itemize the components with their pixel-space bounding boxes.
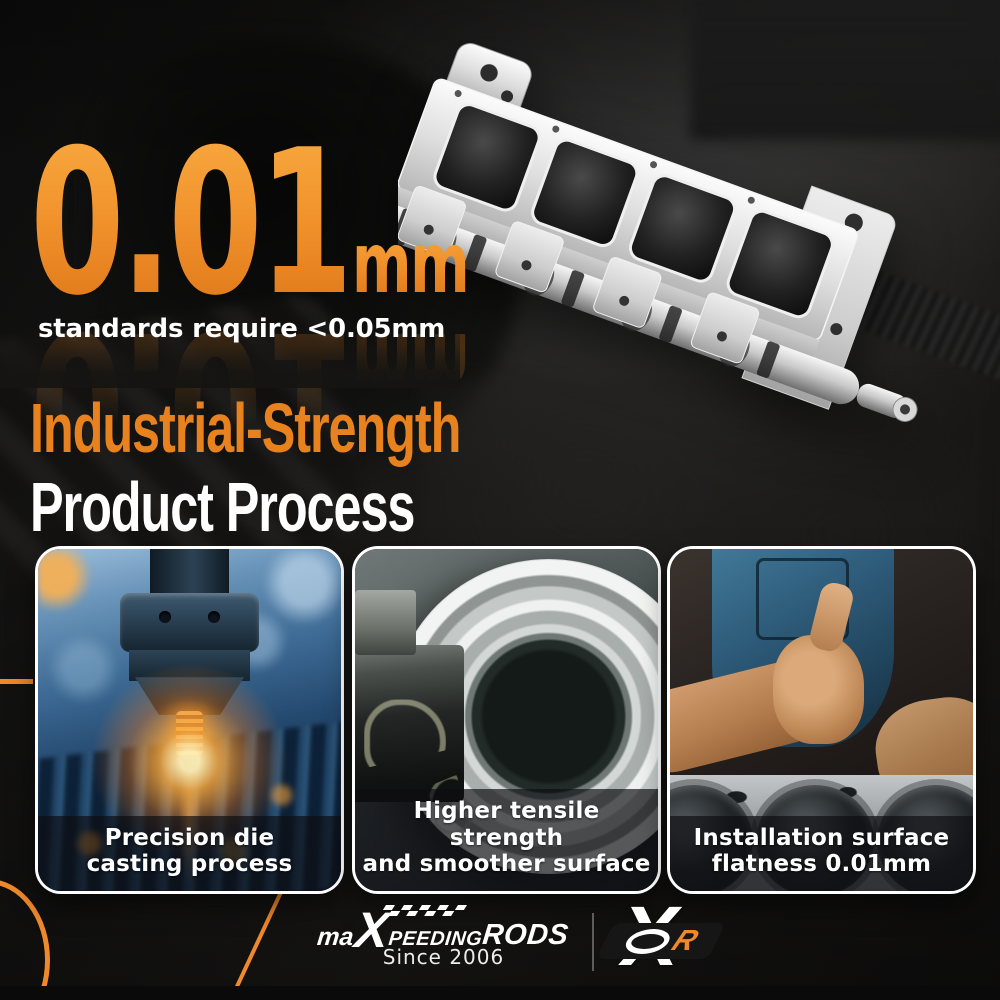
panel-caption: Higher tensile strength and smoother sur… [355,789,658,891]
hero-measurement: 0.01mm [30,124,470,324]
panel-surface-flatness: Installation surface flatness 0.01mm [667,546,976,894]
cylinder-head-product-image [398,42,918,422]
bottom-strip [0,986,1000,1000]
brand-emblem: X R [600,894,722,980]
panel-tensile-strength: Higher tensile strength and smoother sur… [352,546,661,894]
brand-tagline: Since 2006 [382,945,505,969]
metal-swarf [364,699,447,769]
headline: Industrial-Strength Product Process [30,389,461,546]
emblem-band: R [600,924,722,957]
bg-battery-shape [690,0,1000,140]
caption-line: casting process [86,850,293,877]
caption-line: flatness 0.01mm [711,850,932,877]
emblem-o-ring-icon [620,928,675,954]
panel-caption: Installation surface flatness 0.01mm [670,815,973,891]
caption-line: Higher tensile strength [413,798,600,851]
panel-caption: Precision die casting process [38,815,341,891]
caption-line: Precision die [104,824,275,851]
emblem-r-letter: R [666,924,704,957]
reflection-fade [0,318,460,388]
standards-subline: standards require <0.05mm [38,314,446,344]
caption-line: Installation surface [693,824,950,851]
footer-divider [592,913,594,971]
hero-unit: mm [351,214,470,312]
thumbs-up-fist [773,634,864,744]
headline-line1: Industrial-Strength [30,389,461,467]
panel-die-casting: Precision die casting process [35,546,344,894]
accent-line-left [0,679,33,684]
tool-block [355,590,416,655]
caption-line: and smoother surface [362,850,651,877]
checkered-flag-icon [382,905,467,916]
hero-value: 0.01 [30,107,353,340]
headline-line2: Product Process [30,467,415,546]
